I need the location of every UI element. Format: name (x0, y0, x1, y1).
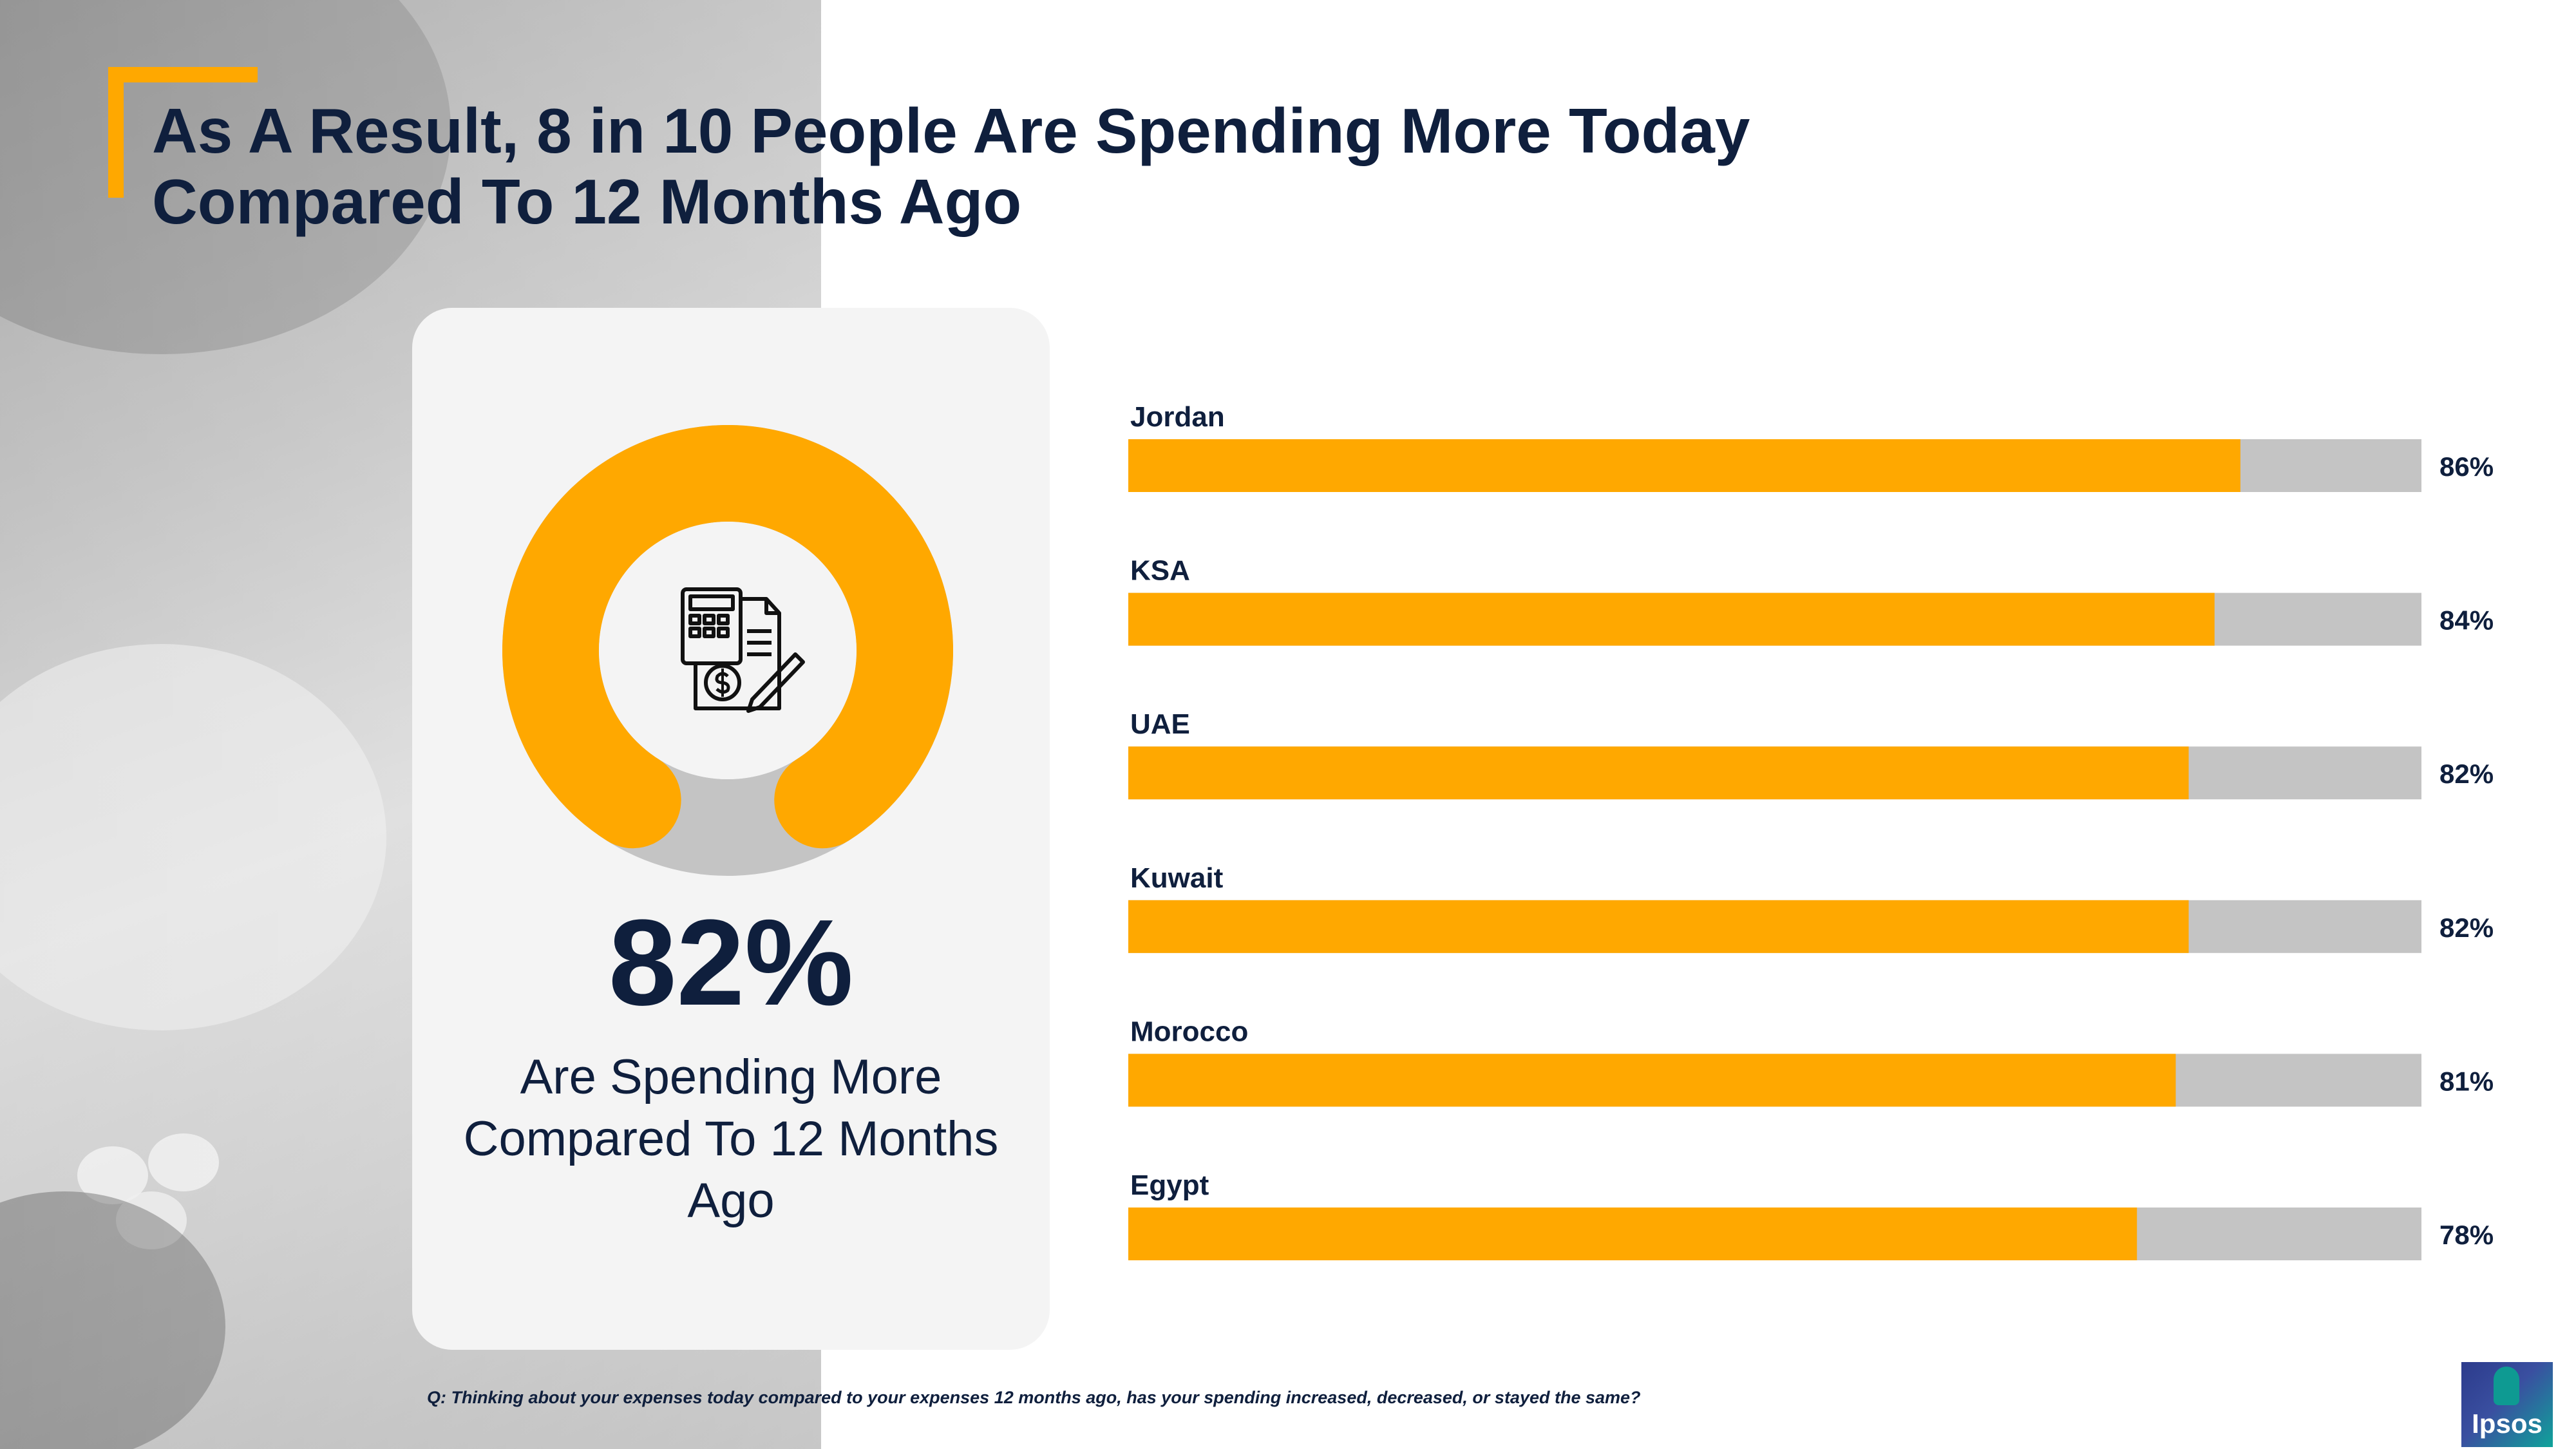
category-label-jordan: Jordan (1130, 401, 1225, 433)
highlight-value: 82% (608, 895, 854, 1031)
value-label-ksa: 84% (2439, 605, 2494, 636)
accent-bracket-top (108, 67, 258, 82)
donut-chart (502, 425, 953, 876)
title-line-1: As A Result, 8 in 10 People Are Spending… (152, 95, 1750, 166)
category-label-ksa: KSA (1130, 555, 1190, 587)
donut-fill-arc (502, 425, 953, 876)
accent-bracket-left (108, 67, 124, 198)
value-label-jordan: 86% (2439, 451, 2494, 482)
bar-uae (1128, 746, 2189, 800)
photo-coin (148, 1133, 219, 1191)
page-title: As A Result, 8 in 10 People Are Spending… (152, 95, 2084, 237)
photo-coin (116, 1191, 187, 1249)
category-label-morocco: Morocco (1130, 1016, 1248, 1047)
highlight-label: Are Spending More Compared To 12 Months … (463, 1050, 999, 1228)
calculator-invoice-icon (681, 587, 805, 713)
bar-jordan (1128, 439, 2240, 492)
category-label-egypt: Egypt (1130, 1170, 1209, 1201)
category-label-uae: UAE (1130, 708, 1190, 740)
ipsos-logo-text: Ipsos (2472, 1408, 2543, 1439)
category-label-kuwait: Kuwait (1130, 862, 1224, 894)
bar-kuwait (1128, 900, 2189, 953)
donut-center (599, 522, 857, 779)
bar-ksa (1128, 592, 2215, 646)
ipsos-logo-figure (2494, 1367, 2519, 1405)
bar-morocco (1128, 1054, 2176, 1107)
bar-egypt (1128, 1208, 2137, 1260)
value-label-morocco: 81% (2439, 1066, 2494, 1096)
title-line-2: Compared To 12 Months Ago (152, 166, 1022, 237)
survey-question-footnote: Q: Thinking about your expenses today co… (427, 1388, 1641, 1407)
value-label-uae: 82% (2439, 759, 2494, 789)
value-label-egypt: 78% (2439, 1220, 2494, 1250)
photo-highlight (0, 644, 386, 1030)
value-label-kuwait: 82% (2439, 913, 2494, 943)
